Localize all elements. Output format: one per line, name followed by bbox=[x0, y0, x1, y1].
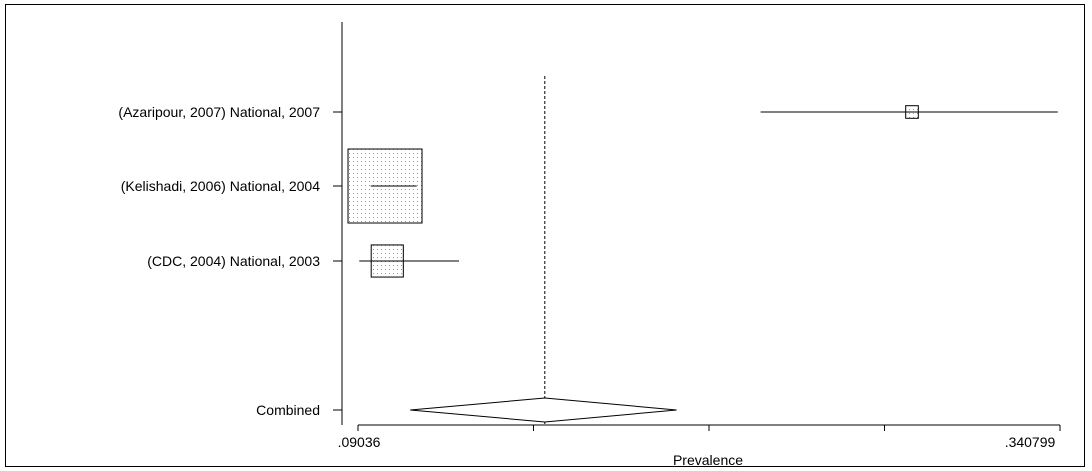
x-tick-label-min: .09036 bbox=[338, 434, 381, 450]
x-tick-label-max: .340799 bbox=[1005, 434, 1056, 450]
study-row: (Kelishadi, 2006) National, 2004 bbox=[121, 148, 423, 224]
combined-row: Combined bbox=[256, 397, 677, 423]
study-label: (Azaripour, 2007) National, 2007 bbox=[118, 104, 320, 120]
combined-diamond bbox=[410, 397, 677, 423]
study-label: (Kelishadi, 2006) National, 2004 bbox=[121, 178, 320, 194]
combined-label: Combined bbox=[256, 402, 320, 418]
study-label: (CDC, 2004) National, 2003 bbox=[147, 253, 320, 269]
x-axis-label: Prevalence bbox=[673, 452, 743, 468]
study-row: (Azaripour, 2007) National, 2007 bbox=[118, 104, 1058, 120]
study-row: (CDC, 2004) National, 2003 bbox=[147, 244, 460, 278]
